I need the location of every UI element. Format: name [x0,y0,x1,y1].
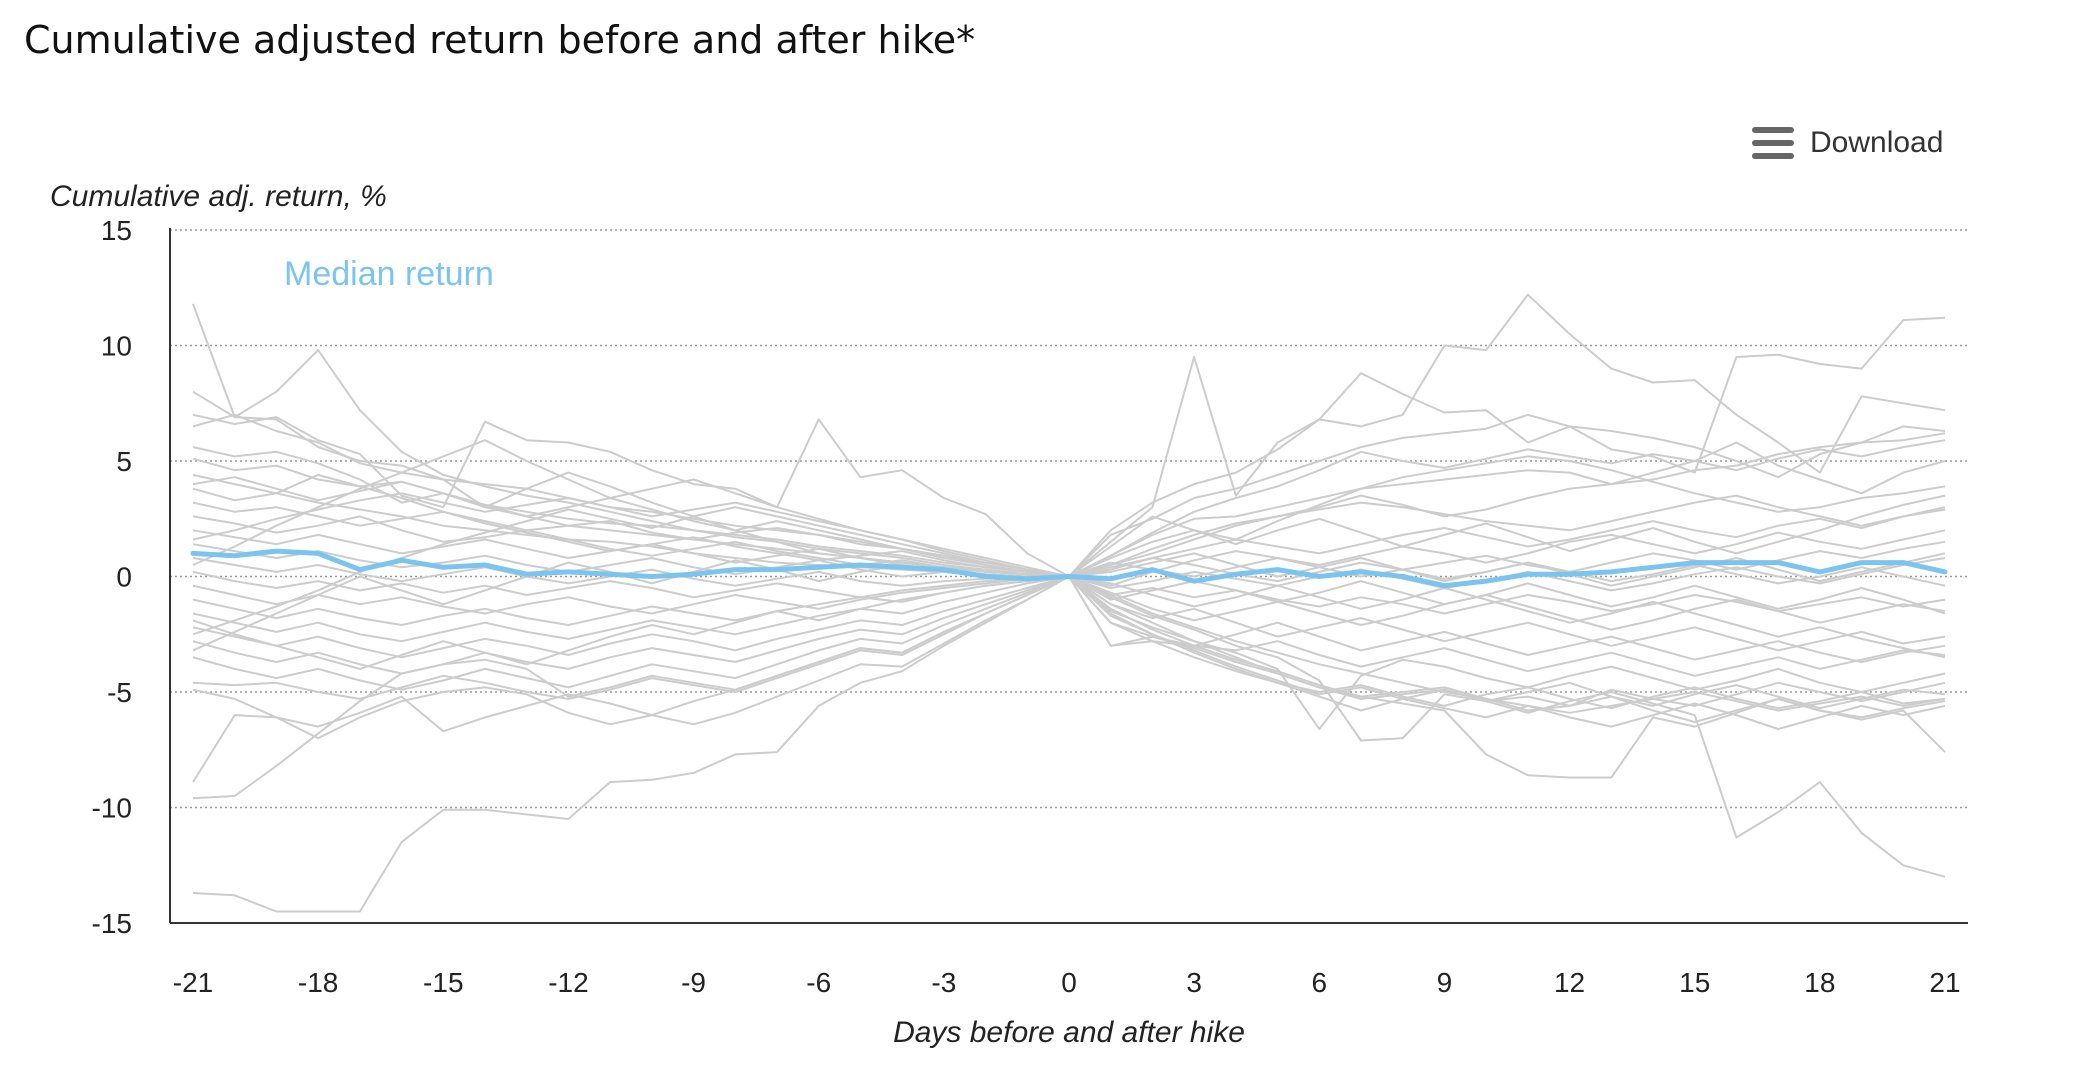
series-line [192,293,1946,578]
x-tick-label: -15 [423,967,463,998]
download-button[interactable]: Download [1752,118,1943,168]
y-tick-label: 0 [116,562,132,593]
chart-title: Cumulative adjusted return before and af… [24,18,976,62]
series-line [192,570,1946,652]
individual-series-lines [192,293,1946,913]
axes [169,228,1968,924]
series-line [192,575,1946,783]
y-tick-label: -15 [92,908,132,939]
x-tick-label: 15 [1679,967,1710,998]
x-tick-label: -18 [298,967,338,998]
x-tick-label: 6 [1311,967,1327,998]
x-tick-label: -6 [806,967,831,998]
x-tick-label: -9 [681,967,706,998]
x-tick-label: 3 [1186,967,1202,998]
y-tick-label: 10 [101,331,132,362]
y-axis-label: Cumulative adj. return, % [50,180,387,213]
series-line [192,413,1946,578]
download-label: Download [1810,126,1944,159]
y-tick-label: 5 [116,446,132,477]
x-tick-label: 18 [1804,967,1835,998]
x-tick-label: 12 [1554,967,1585,998]
x-tick-label: 21 [1929,967,1960,998]
x-axis-label: Days before and after hike [893,1016,1245,1049]
series-line [192,575,1946,913]
median-return-label: Median return [284,255,494,293]
x-tick-labels: -21 -18 -15 -12 -9 -6 -3 0 3 6 9 12 15 18 21 [173,967,1961,998]
x-tick-label: -3 [931,967,956,998]
series-line [192,413,1946,578]
x-tick-label: -12 [548,967,588,998]
x-tick-label: -21 [173,967,213,998]
median-line [190,548,1948,589]
y-tick-label: -5 [107,677,132,708]
series-line [192,476,1946,587]
hamburger-menu-icon [1752,127,1794,159]
y-tick-label: 15 [101,215,132,246]
y-tick-labels: 15 10 5 0 -5 -10 -15 [92,215,132,939]
x-tick-label: 0 [1061,967,1077,998]
series-line [192,441,1946,578]
y-tick-label: -10 [92,793,132,824]
x-tick-label: 9 [1437,967,1453,998]
median-series [190,548,1948,589]
